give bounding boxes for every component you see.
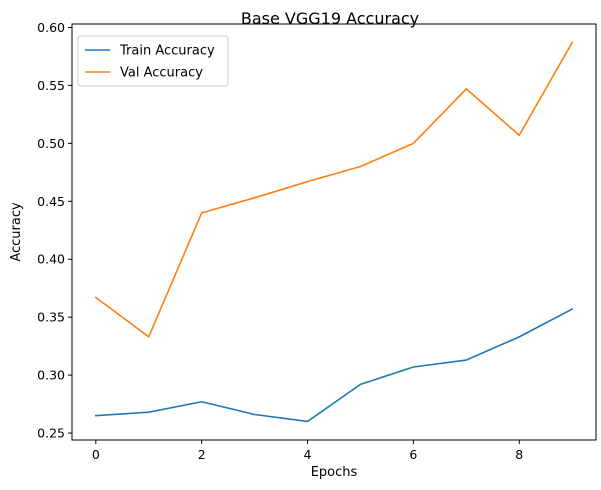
y-tick-label: 0.60 [37,20,65,35]
x-axis-label: Epochs [311,465,358,480]
axes-frame [71,23,597,441]
y-tick-label: 0.30 [37,368,65,383]
y-tick-label: 0.55 [37,78,65,93]
x-tick-label: 8 [515,447,523,462]
y-tick-label: 0.50 [37,136,65,151]
y-tick-label: 0.25 [37,426,65,441]
x-axis-ticks: 0 2 4 6 8 [92,440,523,462]
y-axis-label: Accuracy [9,202,24,262]
legend-label: Train Accuracy [119,44,215,59]
series-line-train-accuracy [94,307,574,423]
x-tick-label: 0 [92,447,100,462]
x-tick-label: 6 [409,447,417,462]
chart-title: Base VGG19 Accuracy [241,9,419,28]
series-line-val-accuracy [94,41,574,338]
y-tick-label: 0.45 [37,194,65,209]
series-layer [94,41,574,423]
y-tick-label: 0.40 [37,252,65,267]
x-tick-label: 4 [304,447,312,462]
x-tick-label: 2 [198,447,206,462]
legend: Train Accuracy Val Accuracy [77,35,229,87]
y-tick-label: 0.35 [37,310,65,325]
legend-box [77,35,229,87]
legend-label: Val Accuracy [120,66,203,81]
y-axis-ticks: 0.25 0.30 0.35 0.40 0.45 0.50 0.55 0.60 [37,20,72,441]
